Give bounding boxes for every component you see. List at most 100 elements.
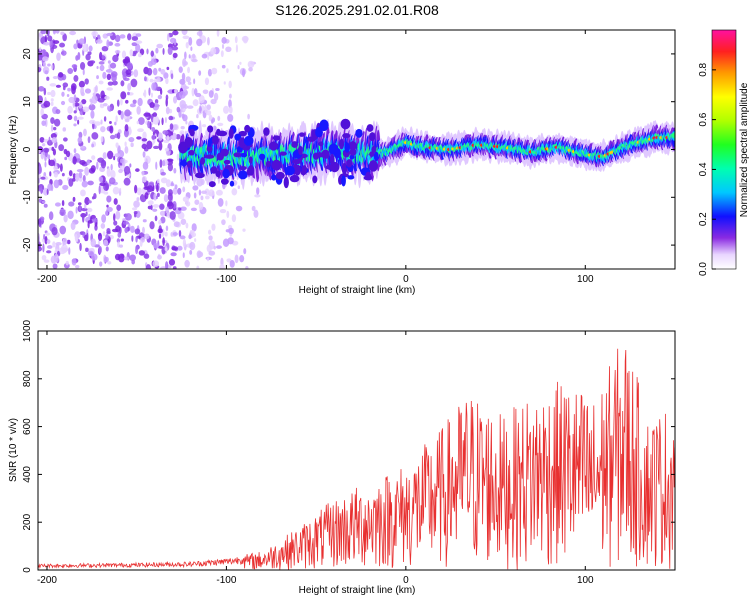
spectrogram-speckle [107,105,111,111]
spectrogram-speckle [174,88,178,94]
spectrogram-speckle [98,61,105,65]
spectrogram-speckle [155,161,158,170]
spectrogram-blob [189,128,195,137]
spectrogram-speckle [167,46,173,56]
spectrogram-speckle [71,64,78,69]
spectrogram-noise [38,30,261,269]
spectrogram-speckle [170,73,174,80]
spectrogram-speckle [227,237,234,245]
spectrogram-speckle [141,236,145,243]
spectrogram-speckle [135,245,140,250]
spectrogram-speckle [124,227,129,234]
spectrogram-speckle [100,119,103,125]
spectrogram-speckle [228,99,232,109]
spectrogram-blob [272,135,281,141]
spectrogram-speckle [46,76,50,81]
spectrogram-speckle [106,168,111,177]
spectrogram-speckle [151,82,157,91]
spectrogram-speckle [96,66,99,70]
spectrogram-speckle [90,99,93,106]
spectrogram-speckle [176,153,180,161]
spectrogram-speckle [217,115,221,122]
spectrogram-speckle [190,207,197,212]
spectrogram-speckle [100,90,105,99]
spectrogram-speckle [120,98,123,106]
spectrogram-speckle [156,178,160,184]
spectrogram-speckle [68,247,71,255]
spectrogram-speckle [90,110,95,119]
spectrogram-speckle [82,43,88,53]
spectrogram-blob [222,168,230,179]
spectrogram-speckle [147,200,154,206]
spectrogram-speckle [86,232,89,242]
spectrogram-speckle [188,54,191,59]
spectrogram-speckle [215,87,220,92]
spectrogram-speckle [156,77,161,83]
spectrogram-speckle [107,150,114,160]
spectrogram-speckle [169,123,174,130]
spectrogram-speckle [70,221,76,231]
spectrogram-speckle [114,42,121,47]
spectrogram-speckle [143,76,147,82]
spectrogram-speckle [213,92,219,101]
spectrogram-speckle [130,225,135,234]
spectrogram-speckle [141,138,148,142]
spectrogram-ridge [178,118,675,190]
spectrogram-speckle [201,190,208,195]
spectrogram-speckle [55,30,60,34]
spectrogram-speckle [100,135,104,143]
spectrogram-blob [368,132,376,142]
spectrogram-speckle [243,248,247,255]
spectrogram-blob [233,152,242,158]
spectrogram-speckle [248,67,253,72]
spectrogram-speckle [153,193,158,201]
spectrogram-speckle [204,195,210,200]
spectrogram-speckle [73,94,77,102]
spectrogram-speckle [196,31,203,37]
spectrogram-speckle [83,128,87,137]
spectrogram-blob [321,149,330,159]
spectrogram-speckle [85,211,88,217]
spectrogram-speckle [204,77,210,86]
spectrogram-speckle [120,80,125,87]
spectrogram-blob [312,152,320,160]
spectrogram-speckle [173,221,180,228]
spectrogram-speckle [164,147,170,152]
spectrogram-speckle [44,70,49,75]
spectrogram-speckle [47,63,51,67]
spectrogram-blob [291,141,299,148]
spectrogram-speckle [194,238,197,242]
spectrogram-speckle [160,177,168,184]
spectrogram-speckle [112,186,120,195]
spectrogram-speckle [177,245,183,251]
spectrogram-blob [186,160,193,168]
spectrogram-speckle [115,225,121,233]
spectrogram-speckle [77,202,82,206]
spectrogram-speckle [49,171,52,177]
spectrogram-speckle [228,106,233,114]
spectrogram-speckle [128,137,135,143]
spectrogram-speckle [198,189,202,196]
spectrogram-blob [229,180,235,187]
colorbar-tick-label: 0.4 [698,162,709,176]
spectrogram-blob [208,181,216,188]
spectrogram-speckle [198,202,204,211]
spectrogram-speckle [234,36,238,44]
spectrogram-blob [240,152,248,158]
spectrogram-speckle [81,98,87,105]
spectrogram-speckle [75,172,80,182]
spectrogram-blob [298,132,305,137]
spectrogram-speckle [55,109,61,115]
spectrogram-speckle [178,66,183,73]
spectrogram-speckle [152,208,158,212]
spectrogram-speckle [213,245,216,250]
spectrogram-speckle [63,148,68,155]
spectrogram-speckle [164,116,167,124]
spectrogram-speckle [221,64,226,69]
spectrogram-speckle [78,205,82,212]
spectrogram-speckle [99,64,105,72]
spectrogram-speckle [67,114,73,121]
spectrogram-speckle [38,165,43,174]
spectrogram-speckle [217,198,224,207]
spectrogram-speckle [134,184,138,194]
